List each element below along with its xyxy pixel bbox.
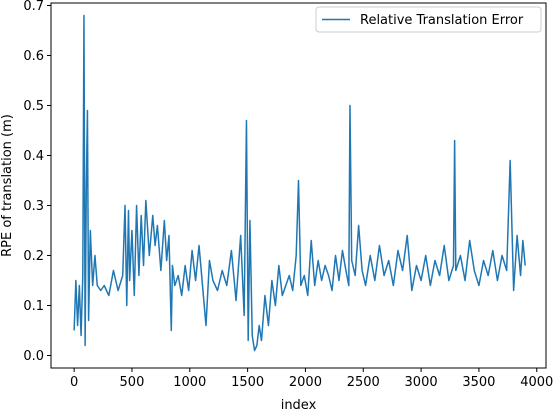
legend-entry: Relative Translation Error <box>360 13 524 28</box>
plot-area <box>50 2 547 369</box>
x-tick-label: 1000 <box>173 375 206 390</box>
y-tick-label: 0.7 <box>23 0 44 14</box>
y-axis-ticks: 0.0 0.1 0.2 0.3 0.4 0.5 0.6 0.7 <box>23 0 51 364</box>
axes-frame <box>50 2 547 369</box>
y-tick-label: 0.0 <box>23 349 44 364</box>
y-tick-label: 0.1 <box>23 299 44 314</box>
series-line-0 <box>73 14 526 352</box>
y-tick-label: 0.6 <box>23 49 44 64</box>
x-tick-label: 4000 <box>520 375 553 390</box>
x-tick-label: 3500 <box>462 375 495 390</box>
x-tick-label: 0 <box>70 375 78 390</box>
y-tick-label: 0.5 <box>23 99 44 114</box>
y-tick-label: 0.3 <box>23 199 44 214</box>
x-tick-label: 2500 <box>347 375 380 390</box>
legend: Relative Translation Error <box>315 6 542 33</box>
x-tick-label: 1500 <box>231 375 264 390</box>
y-tick-label: 0.2 <box>23 249 44 264</box>
legend-box <box>315 6 542 33</box>
y-axis-label: RPE of translation (m) <box>0 114 15 257</box>
x-tick-label: 2000 <box>289 375 322 390</box>
x-axis-ticks: 0 500 1000 1500 2000 2500 3000 3500 4000 <box>70 368 553 390</box>
y-tick-label: 0.4 <box>23 149 44 164</box>
x-tick-label: 3000 <box>405 375 438 390</box>
x-tick-label: 500 <box>120 375 145 390</box>
x-axis-label: index <box>281 398 317 412</box>
